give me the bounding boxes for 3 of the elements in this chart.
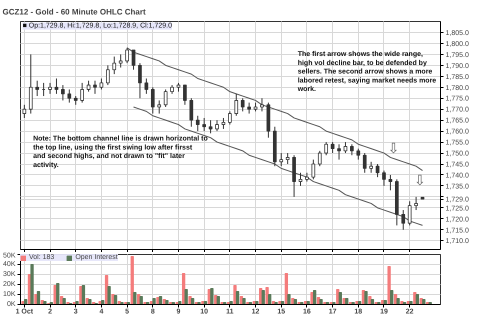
annotation: ⇩ <box>414 173 426 190</box>
chart-title: GCZ12 - Gold - 60 Minute OHLC Chart <box>2 8 146 16</box>
annotation: ⇩ <box>388 141 400 158</box>
